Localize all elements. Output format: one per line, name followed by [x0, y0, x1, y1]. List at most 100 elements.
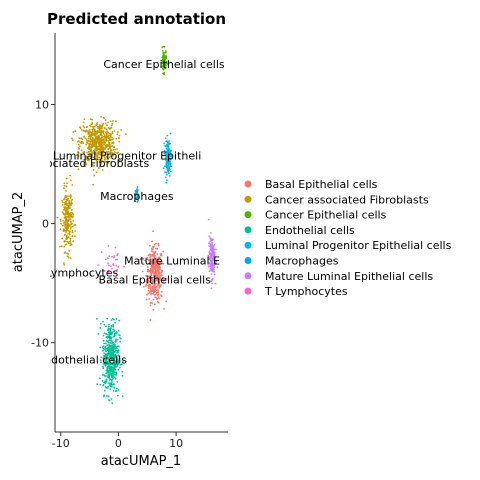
data-point: [63, 262, 65, 264]
data-point: [111, 132, 114, 135]
data-point: [77, 140, 80, 143]
data-point: [168, 162, 171, 165]
data-point: [85, 130, 87, 133]
data-point: [111, 122, 114, 125]
data-point: [208, 253, 211, 256]
data-point: [147, 266, 149, 268]
data-point: [90, 155, 93, 158]
data-point: [115, 264, 118, 267]
data-point: [91, 146, 94, 149]
data-point: [104, 350, 107, 352]
data-point: [99, 322, 102, 325]
data-point: [85, 158, 87, 161]
data-point: [109, 337, 111, 340]
data-point: [115, 349, 117, 352]
data-point: [168, 153, 171, 156]
data-point: [77, 168, 80, 171]
data-point: [109, 120, 112, 123]
data-point: [101, 380, 104, 382]
data-point: [115, 339, 117, 342]
data-point: [103, 154, 106, 157]
data-point: [109, 146, 111, 149]
data-point: [210, 260, 213, 263]
data-point: [135, 193, 138, 196]
data-point: [108, 339, 110, 342]
data-point: [165, 60, 168, 63]
data-point: [105, 135, 108, 138]
data-point: [98, 127, 100, 130]
data-point: [107, 121, 109, 124]
data-point: [211, 259, 214, 261]
data-point: [92, 183, 95, 186]
data-point: [113, 130, 116, 132]
data-point: [102, 149, 105, 152]
y-tick-label: 0: [42, 218, 49, 231]
data-point: [65, 229, 68, 232]
data-point: [107, 353, 110, 355]
data-point: [69, 237, 72, 240]
data-point: [116, 351, 118, 354]
data-point: [67, 225, 70, 228]
data-point: [213, 269, 215, 271]
data-point: [65, 231, 67, 234]
data-point: [117, 265, 120, 268]
data-point: [157, 274, 160, 276]
data-point: [88, 153, 90, 156]
data-point: [108, 345, 111, 347]
data-point: [63, 187, 65, 190]
data-point: [91, 130, 94, 133]
series-1-points: [56, 116, 127, 266]
cluster-labels: Cancer Epithelial cells Luminal Progenito…: [35, 58, 225, 366]
data-point: [83, 130, 86, 133]
data-point: [78, 137, 81, 140]
data-point: [77, 152, 80, 154]
data-point: [91, 136, 94, 139]
data-point: [63, 240, 66, 242]
data-point: [69, 219, 71, 221]
data-point: [99, 133, 102, 136]
data-point: [106, 362, 109, 364]
data-point: [93, 138, 95, 141]
data-point: [136, 197, 138, 200]
data-point: [110, 325, 113, 327]
data-point: [165, 50, 167, 53]
data-point: [157, 296, 160, 298]
data-point: [121, 361, 124, 363]
cluster-label: T Lymphocytes: [35, 266, 119, 279]
data-point: [210, 244, 213, 247]
data-point: [110, 376, 113, 379]
data-point: [136, 186, 139, 189]
data-point: [210, 237, 213, 240]
data-point: [101, 157, 103, 160]
data-point: [102, 374, 104, 376]
data-point: [69, 240, 72, 242]
data-point: [113, 354, 115, 357]
data-point: [112, 138, 115, 140]
data-point: [107, 329, 109, 332]
data-point: [103, 156, 106, 159]
data-point: [142, 285, 145, 288]
data-point: [63, 182, 66, 185]
data-point: [207, 254, 210, 257]
data-point: [169, 132, 172, 135]
data-point: [99, 150, 101, 152]
data-point: [74, 130, 77, 133]
data-point: [102, 347, 105, 350]
data-point: [93, 130, 96, 133]
data-point: [69, 257, 72, 259]
data-point: [151, 240, 154, 243]
data-point: [118, 140, 121, 143]
data-point: [118, 360, 121, 362]
data-point: [111, 255, 113, 258]
data-point: [71, 235, 74, 238]
data-point: [82, 163, 85, 166]
data-point: [86, 130, 89, 133]
data-point: [107, 395, 110, 398]
data-point: [89, 136, 92, 139]
data-point: [107, 245, 110, 247]
data-point: [163, 51, 166, 54]
data-point: [150, 258, 153, 261]
data-point: [110, 161, 113, 163]
data-point: [115, 120, 117, 123]
data-point: [70, 214, 73, 216]
